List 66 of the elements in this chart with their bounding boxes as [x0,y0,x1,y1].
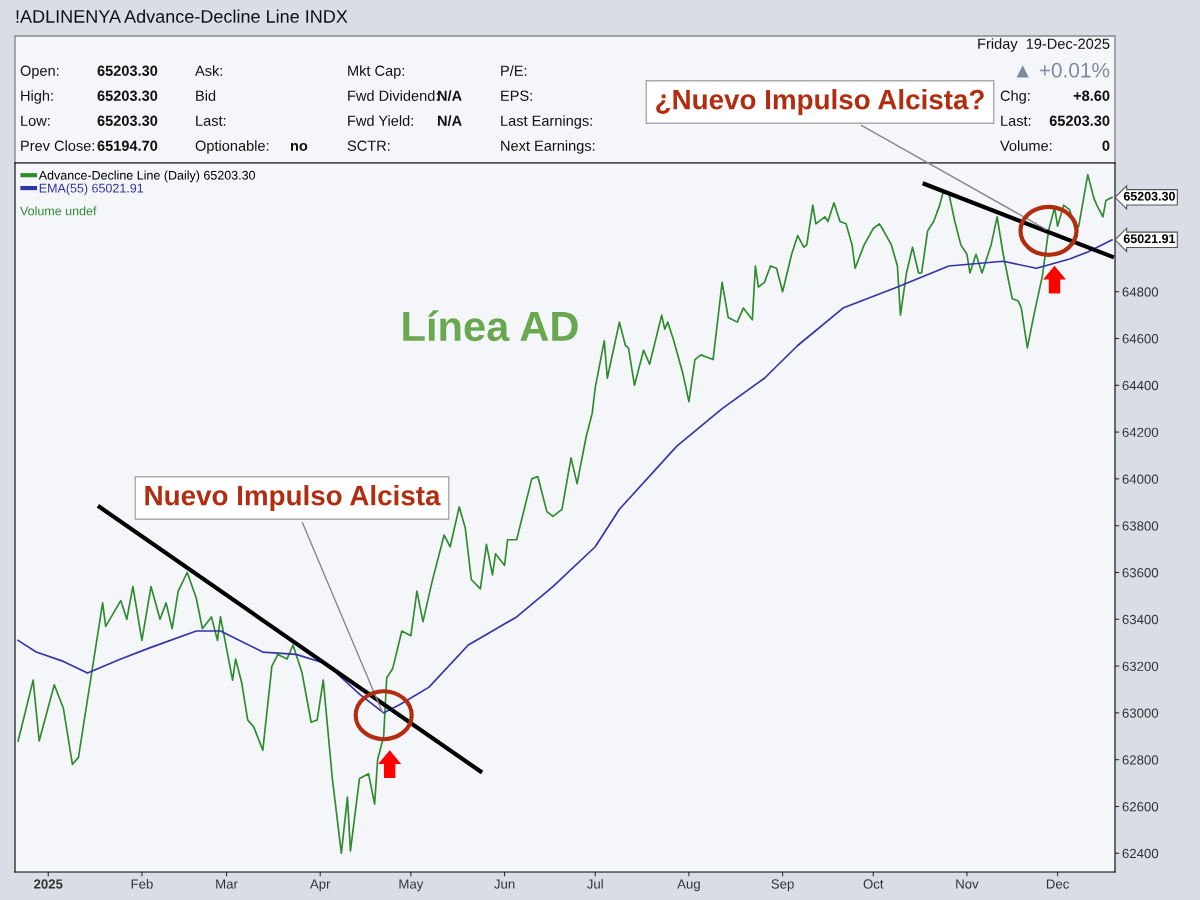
x-tick-label: Nov [956,879,979,889]
x-tick-label: Oct [863,879,884,889]
text: EPS: [501,90,532,101]
x-tick-label: Jun [494,879,515,889]
text: Fwd Yield: [348,115,413,126]
text: Last: [196,115,226,126]
text: Last: [1001,115,1031,126]
x-tick-label: 2025 [34,879,63,889]
annotation: Nuevo Impulso Alcista [145,485,441,511]
text: Last Earnings: [501,115,592,129]
y-tick-label: 62600 [1122,802,1159,812]
text: Next Earnings: [501,140,595,154]
y-tick-label: 64800 [1122,287,1159,297]
annotation: 65203.30 [1123,191,1175,201]
line-series [17,238,1113,714]
text: Friday 19-Dec-2025 [978,38,1110,52]
y-tick-label: 64000 [1122,474,1159,484]
text: Open: [20,65,59,79]
legend-label: EMA(55) 65021.91 [39,183,144,196]
text: Fwd Dividend: [348,90,439,101]
text: Low: [21,115,50,126]
text: Ask: [195,65,223,76]
chart-title: !ADLINENYA Advance-Decline Line INDX [16,9,348,23]
text: Optionable: [195,140,269,154]
annotation: 65021.91 [1123,234,1176,244]
x-tick-label: Mar [216,879,238,889]
text: High: [21,90,53,104]
y-tick-label: 64200 [1122,427,1159,437]
text: 65194.70 [97,140,158,151]
x-tick-label: Sep [771,879,794,892]
annotation: Línea AD [403,310,578,342]
text: Chg: [1000,90,1030,104]
text: 65203.30 [97,90,158,101]
text: ▲ +0.01% [1016,62,1110,78]
text: Prev Close: [21,140,95,151]
text: no [290,142,308,151]
y-tick-label: 62800 [1122,755,1159,765]
text: Volume: [1000,140,1052,151]
text: +8.60 [1073,90,1110,101]
text: SCTR: [347,140,390,151]
y-tick-label: 63800 [1122,521,1159,531]
y-tick-label: 64600 [1122,334,1159,344]
text: 0 [1102,140,1110,151]
text: 65203.30 [1049,115,1110,126]
x-tick-label: Dec [1046,879,1069,889]
x-tick-label: May [399,879,424,892]
text: 65203.30 [97,65,158,76]
annotation: ¿Nuevo Impulso Alcista? [656,89,984,115]
x-tick-label: Jul [586,878,603,889]
text: N/A [437,115,462,127]
y-tick-label: 63400 [1122,614,1159,625]
x-tick-label: Feb [131,878,153,889]
y-tick-label: 64400 [1122,380,1159,391]
y-tick-label: 62400 [1122,848,1159,859]
text: N/A [437,90,462,102]
text: P/E: [501,65,527,76]
y-tick-label: 63600 [1122,568,1159,578]
text: Bid [196,90,216,101]
y-tick-label: 63000 [1122,708,1159,718]
text: 65203.30 [97,115,158,126]
text: Mkt Cap: [348,65,405,79]
x-tick-label: Apr [309,879,331,892]
annotation: Volume undef [20,206,97,216]
y-tick-label: 63200 [1122,661,1159,671]
legend-label: Advance-Decline Line (Daily) 65203.30 [38,170,256,183]
x-tick-label: Aug [677,879,700,892]
